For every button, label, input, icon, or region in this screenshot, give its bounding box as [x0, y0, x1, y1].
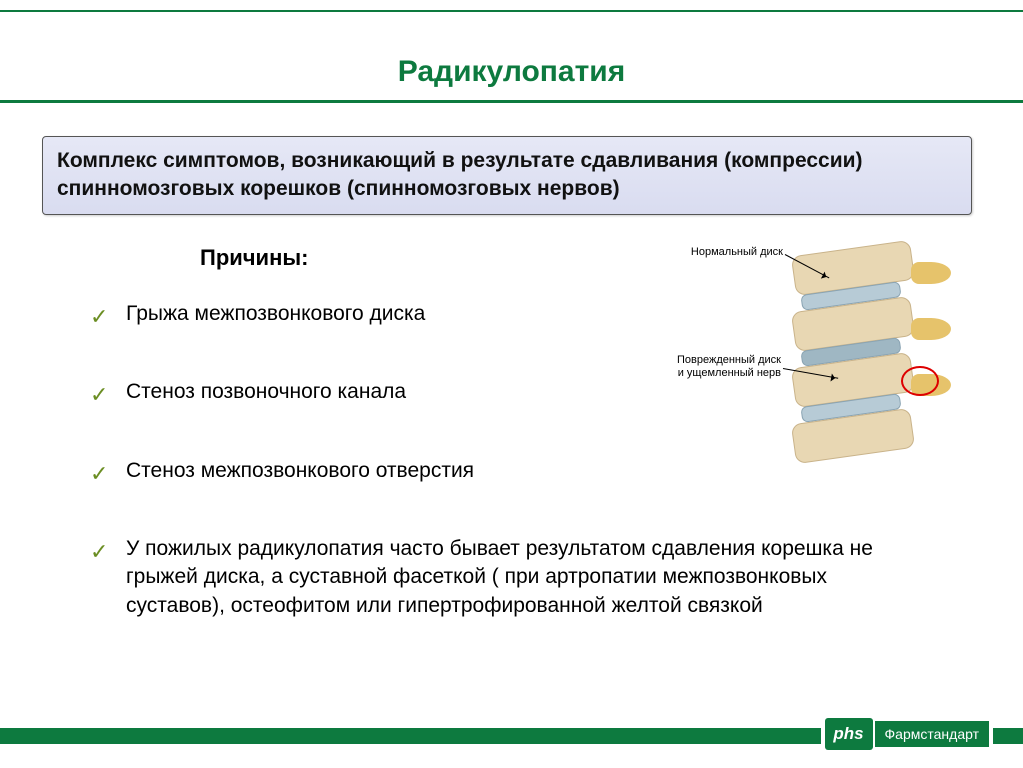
cause-text: Грыжа межпозвонкового диска — [126, 302, 425, 325]
cause-text: У пожилых радикулопатия часто бывает рез… — [126, 537, 873, 617]
checkmark-icon: ✓ — [90, 459, 108, 489]
slide: Радикулопатия Комплекс симптомов, возник… — [0, 0, 1023, 768]
cause-item: ✓ У пожилых радикулопатия часто бывает р… — [90, 535, 930, 620]
logo-text: Фармстандарт — [875, 721, 989, 747]
title-underline — [0, 100, 1023, 103]
cause-text: Стеноз позвоночного канала — [126, 380, 406, 403]
nerve-root — [911, 262, 951, 284]
diagram-label-normal: Нормальный диск — [673, 246, 783, 259]
brand-logo: phs Фармстандарт — [821, 716, 993, 752]
nerve-root — [911, 318, 951, 340]
checkmark-icon: ✓ — [90, 537, 108, 567]
logo-mark: phs — [825, 718, 873, 750]
causes-heading: Причины: — [200, 245, 308, 271]
definition-box: Комплекс симптомов, возникающий в резуль… — [42, 136, 972, 215]
checkmark-icon: ✓ — [90, 302, 108, 332]
cause-text: Стеноз межпозвонкового отверстия — [126, 459, 474, 482]
top-rule — [0, 10, 1023, 12]
diagram-label-lesion: Поврежденный диск и ущемленный нерв — [653, 354, 781, 379]
lesion-highlight — [901, 366, 939, 396]
checkmark-icon: ✓ — [90, 380, 108, 410]
slide-title: Радикулопатия — [0, 55, 1023, 89]
spine-diagram: Нормальный диск Поврежденный диск и ущем… — [723, 238, 983, 468]
